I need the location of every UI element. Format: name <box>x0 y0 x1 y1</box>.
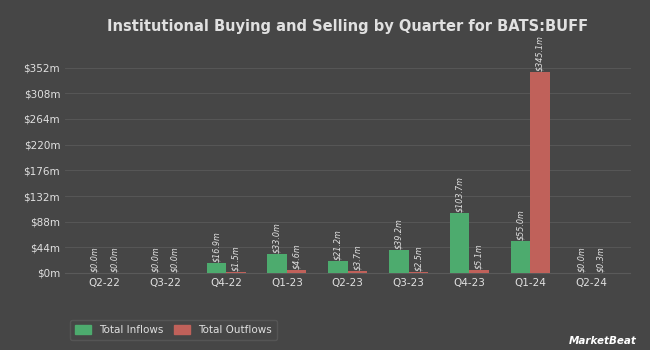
Bar <box>207 263 226 273</box>
Text: $33.0m: $33.0m <box>273 222 281 253</box>
Text: $0.3m: $0.3m <box>596 246 605 272</box>
Text: $103.7m: $103.7m <box>455 176 464 212</box>
Bar <box>409 272 428 273</box>
Text: $16.9m: $16.9m <box>212 231 221 262</box>
Title: Institutional Buying and Selling by Quarter for BATS:BUFF: Institutional Buying and Selling by Quar… <box>107 19 588 34</box>
Bar <box>328 261 348 273</box>
Text: $0.0m: $0.0m <box>90 246 99 272</box>
Text: $1.5m: $1.5m <box>231 246 240 271</box>
Text: $0.0m: $0.0m <box>151 246 160 272</box>
Bar <box>348 271 367 273</box>
Text: $0.0m: $0.0m <box>110 246 119 272</box>
Bar <box>268 254 287 273</box>
Bar <box>469 270 489 273</box>
Text: $0.0m: $0.0m <box>577 246 586 272</box>
Text: $5.1m: $5.1m <box>474 244 484 269</box>
Text: $21.2m: $21.2m <box>333 229 343 260</box>
Text: $39.2m: $39.2m <box>395 218 404 249</box>
Text: $4.6m: $4.6m <box>292 244 301 270</box>
Text: $3.7m: $3.7m <box>353 244 362 270</box>
Text: $0.0m: $0.0m <box>170 246 179 272</box>
Bar <box>450 212 469 273</box>
Text: $55.0m: $55.0m <box>516 209 525 240</box>
Bar <box>511 241 530 273</box>
Text: $345.1m: $345.1m <box>536 35 545 71</box>
Bar <box>389 250 409 273</box>
Legend: Total Inflows, Total Outflows: Total Inflows, Total Outflows <box>70 320 277 340</box>
Bar <box>226 272 246 273</box>
Text: MarketBeat: MarketBeat <box>569 336 637 346</box>
Bar <box>287 270 306 273</box>
Text: $2.5m: $2.5m <box>414 245 422 271</box>
Bar <box>530 72 550 273</box>
